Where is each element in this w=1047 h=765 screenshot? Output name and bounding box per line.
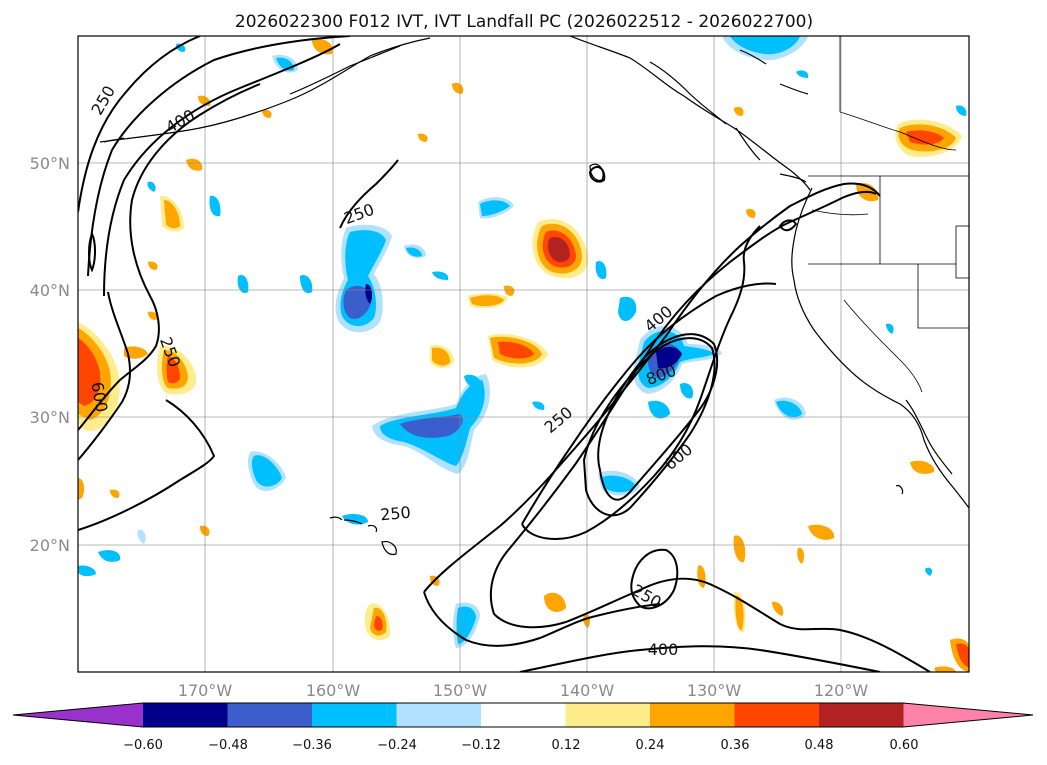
colorbar-ticks: −0.60 −0.48 −0.36 −0.24 −0.12 0.12 0.24 …	[123, 738, 918, 753]
lon-label-160w: 160°W	[306, 681, 361, 700]
contour-250-southern-loop	[630, 548, 679, 610]
colorbar-cell	[650, 703, 735, 727]
state-borders	[808, 36, 969, 393]
lon-label-150w: 150°W	[433, 681, 488, 700]
contour-600-west	[103, 43, 341, 297]
lon-label-130w: 130°W	[687, 681, 742, 700]
colorbar-cell	[819, 703, 904, 727]
lat-label-50n: 50°N	[30, 154, 70, 173]
lon-labels: 170°W 160°W 150°W 140°W 130°W 120°W	[178, 681, 869, 700]
colorbar-tick: −0.36	[292, 738, 332, 753]
lon-label-170w: 170°W	[178, 681, 233, 700]
colorbar-tick: 0.24	[636, 738, 665, 753]
contour-400-west	[87, 36, 351, 277]
colorbar-extend-min	[13, 703, 143, 727]
map-panel: 250 400 250 250 600 400 800 250 600 250 …	[77, 35, 970, 673]
colorbar-cell	[227, 703, 313, 727]
colorbar-extend-max	[903, 703, 1033, 727]
contour-label: 250	[379, 503, 411, 525]
colorbar: −0.60 −0.48 −0.36 −0.24 −0.12 0.12 0.24 …	[12, 702, 1034, 753]
colorbar-tick: 0.36	[721, 738, 750, 753]
contour-400-river	[489, 190, 877, 615]
ivt-contours	[78, 36, 931, 672]
lat-lon-grid	[78, 36, 969, 672]
colorbar-cell	[565, 703, 651, 727]
colorbar-cells	[13, 703, 1033, 727]
contour-250-west-lower	[78, 83, 261, 431]
contour-250-south	[423, 591, 661, 647]
contour-600-inner	[582, 337, 716, 517]
colorbar-tick: −0.48	[208, 738, 248, 753]
colorbar-tick: −0.12	[461, 738, 501, 753]
colorbar-cell	[734, 703, 820, 727]
contour-600-west-edge	[78, 291, 131, 461]
contour-600-east	[521, 225, 761, 540]
colorbar-outline	[12, 702, 1034, 728]
lat-label-30n: 30°N	[30, 408, 70, 427]
colorbar-tick: 0.12	[552, 738, 581, 753]
colorbar-tick: −0.60	[123, 738, 163, 753]
figure-title: 2026022300 F012 IVT, IVT Landfall PC (20…	[235, 12, 813, 32]
colorbar-cell	[143, 703, 228, 727]
pc-shading	[78, 36, 969, 672]
lat-label-20n: 20°N	[30, 536, 70, 555]
islands	[329, 163, 904, 556]
contour-label: 400	[648, 640, 679, 659]
lon-label-120w: 120°W	[814, 681, 869, 700]
contour-400-south	[493, 577, 931, 672]
coastlines	[99, 36, 969, 509]
contour-400-bottom	[519, 645, 881, 672]
contour-250-north	[339, 159, 399, 229]
lat-labels: 50°N 40°N 30°N 20°N	[30, 154, 70, 555]
colorbar-tick: −0.24	[377, 738, 417, 753]
lon-label-140w: 140°W	[560, 681, 615, 700]
colorbar-tick: 0.60	[890, 738, 919, 753]
lat-label-40n: 40°N	[30, 281, 70, 300]
contour-250-sw	[78, 399, 216, 531]
map-frame	[77, 35, 970, 673]
contour-250-west	[78, 36, 201, 213]
colorbar-cell	[396, 703, 482, 727]
colorbar-cell	[312, 703, 397, 727]
contour-600-river	[521, 282, 777, 525]
colorbar-cell	[481, 703, 566, 727]
colorbar-tick: 0.48	[805, 738, 834, 753]
